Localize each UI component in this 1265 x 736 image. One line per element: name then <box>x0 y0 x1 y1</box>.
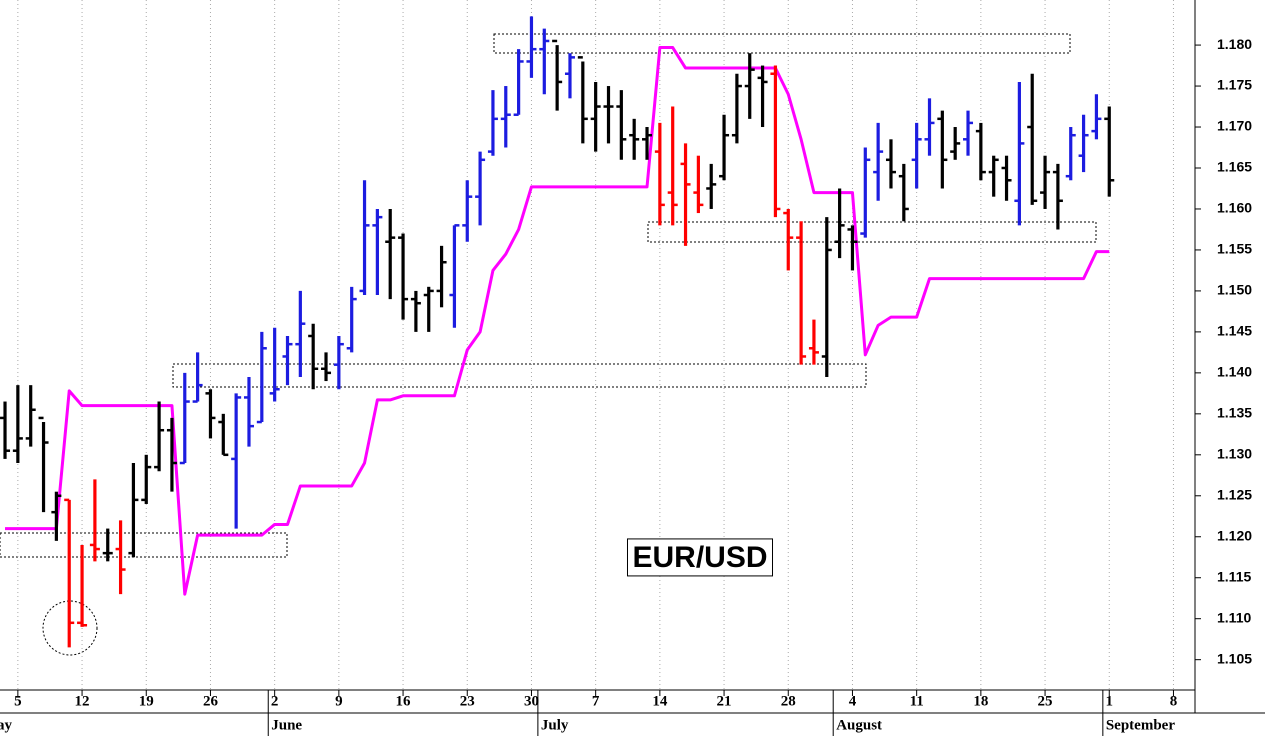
title-box <box>626 538 774 577</box>
y-tick-label: 1.120 <box>1217 527 1252 543</box>
x-tick-label: 5 <box>14 693 22 709</box>
month-label: June <box>271 717 302 733</box>
y-tick-label: 1.175 <box>1217 77 1252 93</box>
x-tick-label: 4 <box>849 693 857 709</box>
month-label: September <box>1106 717 1175 733</box>
y-tick-label: 1.140 <box>1217 364 1252 380</box>
stop-line <box>5 46 1110 596</box>
y-tick-label: 1.155 <box>1217 241 1252 257</box>
y-tick-label: 1.125 <box>1217 486 1252 502</box>
x-tick-label: 11 <box>910 693 924 709</box>
x-tick-label: 1 <box>1106 693 1114 709</box>
plot-area <box>0 0 1174 690</box>
x-tick-label: 9 <box>335 693 343 709</box>
month-label: July <box>541 717 569 733</box>
x-tick-label: 2 <box>271 693 279 709</box>
x-tick-label: 8 <box>1170 693 1178 709</box>
x-tick-label: 23 <box>460 693 475 709</box>
range-box <box>647 221 1097 243</box>
x-tick-label: 26 <box>203 693 219 709</box>
y-tick-label: 1.130 <box>1217 446 1252 462</box>
range-box <box>493 33 1071 54</box>
y-tick-label: 1.160 <box>1217 200 1252 216</box>
y-tick-label: 1.110 <box>1217 609 1251 625</box>
x-tick-label: 30 <box>524 693 539 709</box>
x-tick-label: 7 <box>592 693 600 709</box>
x-tick-label: 12 <box>75 693 90 709</box>
chart-title: EUR/USD <box>632 541 767 574</box>
y-tick-label: 1.135 <box>1217 405 1252 421</box>
x-tick-label: 21 <box>717 693 732 709</box>
range-box <box>172 363 867 388</box>
annotations <box>0 33 1097 656</box>
y-tick-label: 1.180 <box>1217 36 1252 52</box>
x-tick-label: 18 <box>973 693 988 709</box>
y-tick-label: 1.170 <box>1217 118 1252 134</box>
x-tick-label: 25 <box>1038 693 1053 709</box>
y-tick-label: 1.115 <box>1217 568 1251 584</box>
x-tick-label: 28 <box>781 693 796 709</box>
month-label: August <box>836 717 882 733</box>
highlight-circle <box>42 600 98 656</box>
y-tick-label: 1.150 <box>1217 282 1252 298</box>
y-tick-label: 1.145 <box>1217 323 1252 339</box>
y-tick-label: 1.105 <box>1217 650 1252 666</box>
month-label: ay <box>0 717 13 733</box>
x-tick-label: 16 <box>396 693 412 709</box>
x-tick-label: 14 <box>652 693 668 709</box>
y-tick-label: 1.165 <box>1217 159 1252 175</box>
x-tick-label: 19 <box>139 693 154 709</box>
